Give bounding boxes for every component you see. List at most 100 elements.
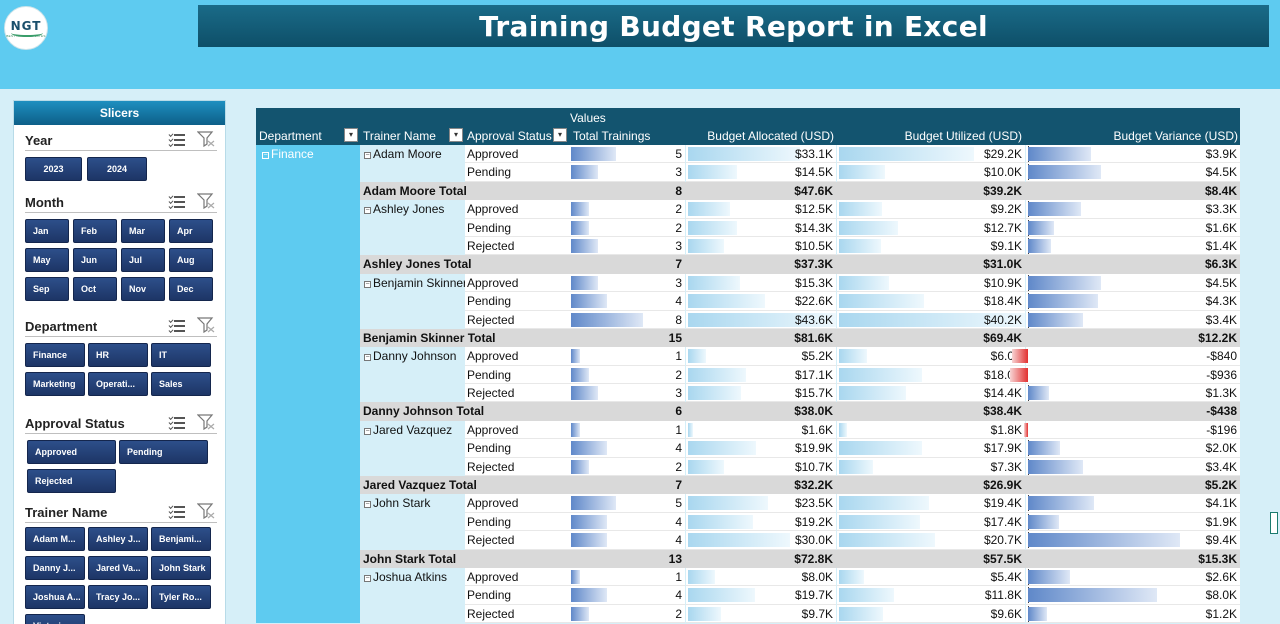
budget-utilized-cell: $31.0K [837, 255, 1025, 274]
trainer-filter-dropdown[interactable]: ▾ [449, 128, 463, 142]
trainer-name-slicer-item[interactable]: Benjami... [151, 527, 211, 551]
pivot-row[interactable]: Pending 4 $19.9K $17.9K $2.0K [256, 439, 1240, 458]
approval-status-slicer-item[interactable]: Approved [27, 440, 116, 464]
department-slicer-item[interactable]: Sales [151, 372, 211, 396]
year-slicer-item[interactable]: 2023 [25, 157, 82, 181]
pivot-total-row[interactable]: Adam Moore Total 8 $47.6K $39.2K $8.4K [256, 181, 1240, 201]
pivot-row[interactable]: Rejected 2 $9.7K $9.6K $1.2K [256, 604, 1240, 624]
trainer-name-slicer-item[interactable]: Tyler Ro... [151, 585, 211, 609]
department-slicer-item[interactable]: HR [88, 343, 148, 367]
month-slicer-item[interactable]: Aug [169, 248, 213, 272]
pivot-row[interactable]: Rejected 4 $30.0K $20.7K $9.4K [256, 531, 1240, 550]
department-cell [256, 365, 360, 385]
clear-filter-icon[interactable] [197, 414, 215, 430]
total-trainings-cell: 6 [569, 402, 685, 421]
month-slicer-item[interactable]: Oct [73, 277, 117, 301]
month-slicer-item[interactable]: Nov [121, 277, 165, 301]
year-slicer-item[interactable]: 2024 [87, 157, 147, 181]
variance-databar [1028, 386, 1050, 401]
multi-select-icon[interactable] [168, 318, 185, 333]
month-slicer-item[interactable]: Jan [25, 219, 69, 243]
pivot-total-row[interactable]: Danny Johnson Total 6 $38.0K $38.4K -$438 [256, 402, 1240, 421]
pivot-total-row[interactable]: Benjamin Skinner Total 15 $81.6K $69.4K $12.… [256, 328, 1240, 348]
month-slicer-item[interactable]: Jun [73, 248, 117, 272]
sheet-scroll-handle[interactable] [1270, 512, 1278, 534]
trainer-name-slicer-item[interactable]: Jared Va... [88, 556, 148, 580]
budget-allocated-databar [688, 459, 725, 474]
collapse-icon[interactable]: − [364, 280, 371, 288]
budget-variance-value: $1.6K [1205, 220, 1237, 235]
pivot-row[interactable]: Rejected 3 $15.7K $14.4K $1.3K [256, 384, 1240, 403]
clear-filter-icon[interactable] [197, 317, 215, 333]
multi-select-icon[interactable] [168, 504, 185, 519]
pivot-row[interactable]: − Jared Vazquez Approved 1 $1.6K $1.8K -$196 [256, 420, 1240, 440]
pivot-table[interactable]: Values Department ▾ Trainer Name ▾ Appro… [256, 108, 1240, 624]
month-slicer-item[interactable]: Feb [73, 219, 117, 243]
approval-status-cell: Rejected [465, 310, 569, 329]
department-cell [256, 347, 360, 366]
pivot-row[interactable]: Rejected 8 $43.6K $40.2K $3.4K [256, 310, 1240, 329]
approval-status-slicer-item[interactable]: Rejected [27, 469, 116, 493]
total-trainings-value: 15 [668, 330, 682, 345]
status-filter-dropdown[interactable]: ▾ [553, 128, 567, 142]
pivot-row[interactable]: − Joshua Atkins Approved 1 $8.0K $5.4K $2.6K [256, 567, 1240, 587]
month-slicer-item[interactable]: Sep [25, 277, 69, 301]
total-trainings-value: 7 [675, 478, 682, 493]
pivot-row[interactable]: Pending 4 $19.2K $17.4K $1.9K [256, 512, 1240, 532]
pivot-row[interactable]: Pending 2 $17.1K $18.0K -$936 [256, 365, 1240, 385]
trainer-name-slicer-item[interactable]: Victori... [25, 614, 85, 624]
trainer-name-slicer-item[interactable]: John Stark [151, 556, 211, 580]
department-cell [256, 255, 360, 274]
multi-select-icon[interactable] [168, 194, 185, 209]
multi-select-icon[interactable] [168, 415, 185, 430]
month-slicer-item[interactable]: Jul [121, 248, 165, 272]
collapse-icon[interactable]: − [364, 427, 371, 435]
pivot-row[interactable]: − Finance − Adam Moore Approved 5 $33.1K $29.2K… [256, 145, 1240, 164]
trainer-name-slicer-item[interactable]: Tracy Jo... [88, 585, 148, 609]
month-slicer-item[interactable]: Apr [169, 219, 213, 243]
department-filter-dropdown[interactable]: ▾ [344, 128, 358, 142]
total-trainings-cell: 4 [569, 586, 685, 605]
department-slicer-item[interactable]: IT [151, 343, 211, 367]
budget-utilized-cell: $1.8K [837, 420, 1025, 440]
pivot-total-row[interactable]: John Stark Total 13 $72.8K $57.5K $15.3K [256, 549, 1240, 568]
budget-utilized-cell: $20.7K [837, 531, 1025, 550]
trainer-name-slicer-item[interactable]: Joshua A... [25, 585, 85, 609]
pivot-row[interactable]: Pending 4 $22.6K $18.4K $4.3K [256, 292, 1240, 311]
month-slicer-item[interactable]: Mar [121, 219, 165, 243]
clear-filter-icon[interactable] [197, 193, 215, 209]
department-slicer-item[interactable]: Operati... [88, 372, 148, 396]
pivot-total-row[interactable]: Jared Vazquez Total 7 $32.2K $26.9K $5.2K [256, 476, 1240, 495]
pivot-row[interactable]: − Ashley Jones Approved 2 $12.5K $9.2K $3.3K [256, 200, 1240, 219]
pivot-row[interactable]: − John Stark Approved 5 $23.5K $19.4K $4.1K [256, 494, 1240, 513]
collapse-icon[interactable]: − [364, 574, 371, 582]
pivot-row[interactable]: − Benjamin Skinner Approved 3 $15.3K $10.9K $4… [256, 273, 1240, 293]
collapse-icon[interactable]: − [364, 207, 371, 215]
collapse-icon[interactable]: − [364, 354, 371, 362]
department-cell: − Finance [256, 145, 360, 164]
department-slicer-item[interactable]: Marketing [25, 372, 85, 396]
month-slicer-item[interactable]: May [25, 248, 69, 272]
collapse-icon[interactable]: − [262, 152, 269, 159]
pivot-row[interactable]: Rejected 3 $10.5K $9.1K $1.4K [256, 236, 1240, 256]
values-label: Values [570, 111, 606, 125]
collapse-icon[interactable]: − [364, 152, 371, 159]
pivot-total-row[interactable]: Ashley Jones Total 7 $37.3K $31.0K $6.3K [256, 255, 1240, 274]
trainer-name-slicer-item[interactable]: Danny J... [25, 556, 85, 580]
pivot-row[interactable]: Pending 2 $14.3K $12.7K $1.6K [256, 218, 1240, 237]
pivot-row[interactable]: Rejected 2 $10.7K $7.3K $3.4K [256, 457, 1240, 477]
clear-filter-icon[interactable] [197, 503, 215, 519]
budget-allocated-cell: $9.7K [686, 604, 836, 624]
multi-select-icon[interactable] [168, 132, 185, 147]
pivot-row[interactable]: Pending 3 $14.5K $10.0K $4.5K [256, 163, 1240, 182]
budget-utilized-value: $14.4K [983, 386, 1022, 401]
department-slicer-item[interactable]: Finance [25, 343, 85, 367]
trainer-name-slicer-item[interactable]: Ashley J... [88, 527, 148, 551]
clear-filter-icon[interactable] [197, 131, 215, 147]
month-slicer-item[interactable]: Dec [169, 277, 213, 301]
pivot-row[interactable]: − Danny Johnson Approved 1 $5.2K $6.0K -$840 [256, 347, 1240, 366]
trainer-name-slicer-item[interactable]: Adam M... [25, 527, 85, 551]
collapse-icon[interactable]: − [364, 501, 371, 509]
approval-status-slicer-item[interactable]: Pending [119, 440, 208, 464]
pivot-row[interactable]: Pending 4 $19.7K $11.8K $8.0K [256, 586, 1240, 605]
